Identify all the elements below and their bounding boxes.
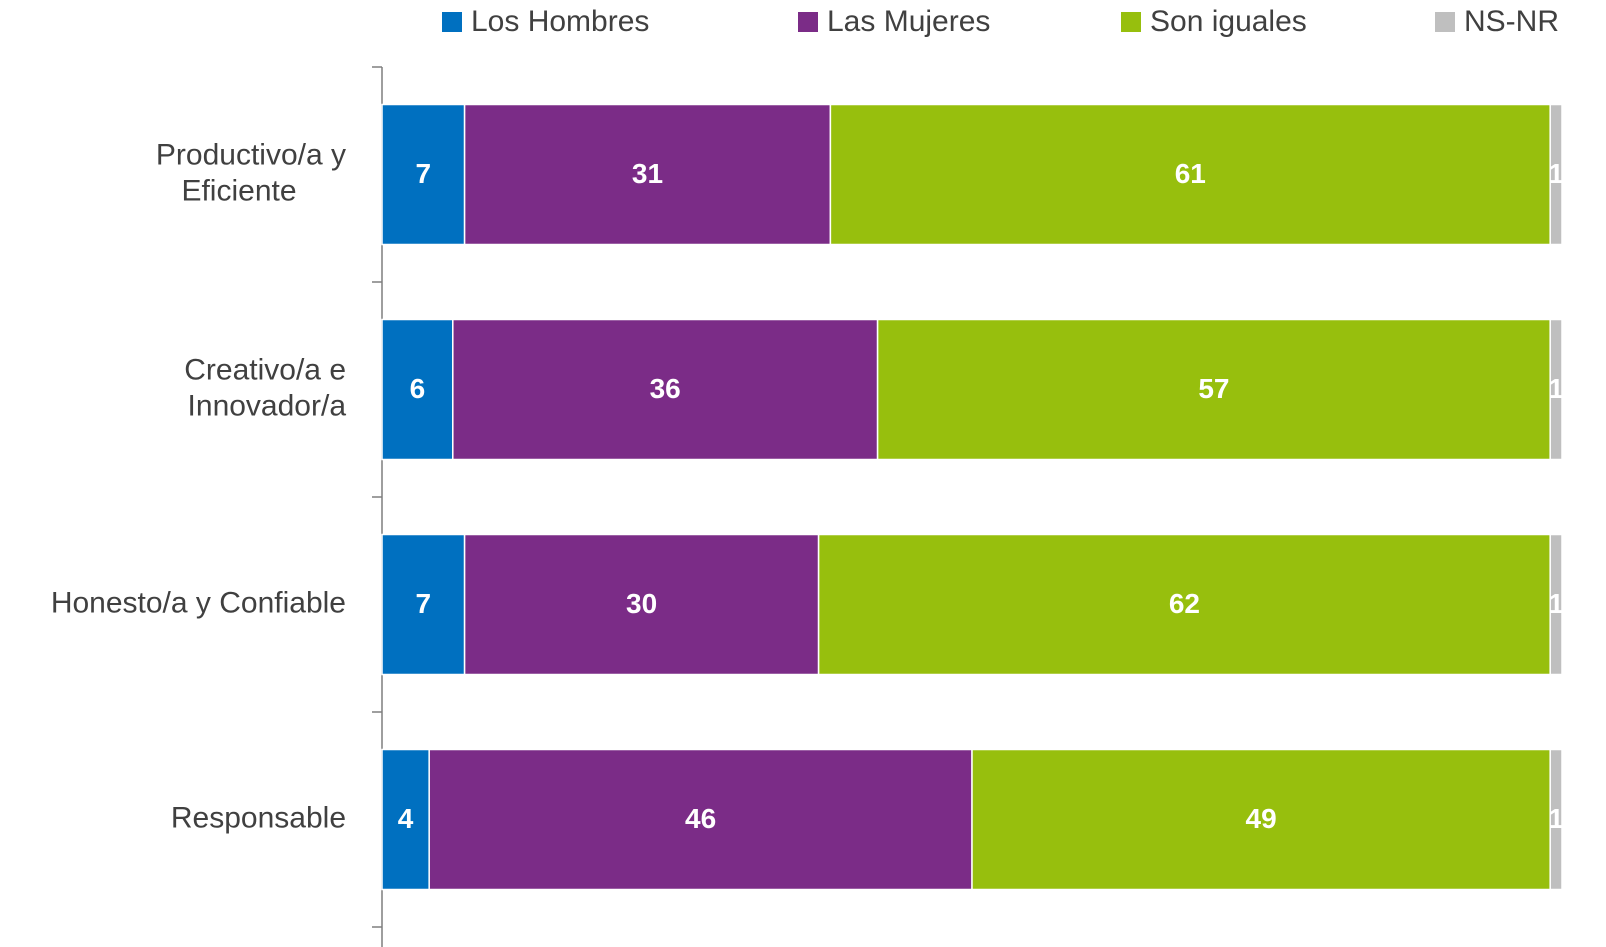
bar-segment	[428, 748, 973, 891]
value-label: 57	[1198, 373, 1229, 404]
legend-label: Los Hombres	[471, 5, 649, 38]
value-label: 7	[416, 588, 432, 619]
value-label: 61	[1175, 158, 1206, 189]
value-label: 7	[416, 158, 432, 189]
value-label: 49	[1246, 803, 1277, 834]
legend-label: Son iguales	[1150, 5, 1307, 38]
category-label: Honesto/a y Confiable	[51, 586, 346, 619]
value-label: 62	[1169, 588, 1200, 619]
category-label: Creativo/a e Innovador/a	[184, 353, 346, 422]
legend-label: NS-NR	[1464, 5, 1559, 38]
legend-swatch	[798, 12, 818, 32]
bar-segment	[971, 748, 1551, 891]
value-label: 46	[685, 803, 716, 834]
bar-segment	[381, 103, 466, 246]
bar-segment	[381, 748, 430, 891]
category-label: Responsable	[171, 801, 346, 834]
value-label: 4	[398, 803, 414, 834]
bar-segment	[829, 103, 1551, 246]
value-label: 36	[650, 373, 681, 404]
bar-segment	[463, 533, 820, 676]
legend-swatch	[442, 12, 462, 32]
bar-segment	[876, 318, 1551, 461]
value-label: 6	[410, 373, 426, 404]
value-label: 1	[1548, 803, 1564, 834]
category-label: Productivo/a y Eficiente	[156, 138, 346, 207]
legend-label: Las Mujeres	[827, 5, 990, 38]
value-label: 31	[632, 158, 663, 189]
bar-segment	[1549, 318, 1563, 461]
bar-segment	[452, 318, 879, 461]
bar-segment	[381, 318, 454, 461]
value-label: 30	[626, 588, 657, 619]
legend-swatch	[1121, 12, 1141, 32]
legend-swatch	[1435, 12, 1455, 32]
value-label: 1	[1548, 373, 1564, 404]
bar-segment	[1549, 103, 1563, 246]
bar-segment	[817, 533, 1551, 676]
value-label: 1	[1548, 158, 1564, 189]
bar-segment	[1549, 748, 1563, 891]
value-label: 1	[1548, 588, 1564, 619]
bar-segment	[1549, 533, 1563, 676]
